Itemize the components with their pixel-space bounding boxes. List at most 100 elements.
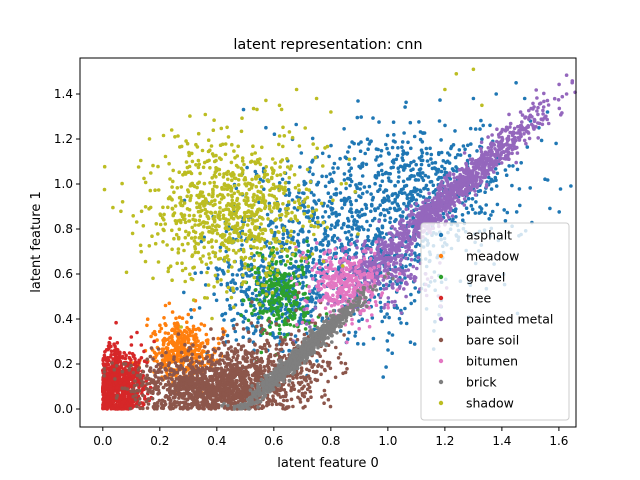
scatter-point	[127, 351, 132, 355]
scatter-point	[342, 172, 347, 176]
scatter-point	[378, 154, 383, 158]
scatter-point	[285, 322, 289, 327]
scatter-point	[400, 253, 405, 258]
scatter-point	[166, 337, 170, 342]
scatter-point	[378, 300, 383, 305]
scatter-point	[260, 289, 265, 293]
scatter-point	[360, 164, 365, 168]
scatter-point	[454, 215, 458, 219]
scatter-point	[432, 189, 437, 194]
scatter-point	[520, 120, 524, 124]
scatter-point	[386, 296, 391, 300]
scatter-point	[546, 121, 551, 126]
scatter-point	[167, 301, 172, 306]
scatter-point	[381, 252, 386, 256]
scatter-point	[416, 178, 421, 182]
scatter-point	[252, 308, 256, 313]
scatter-point	[354, 251, 359, 255]
scatter-point	[276, 312, 280, 317]
scatter-point	[536, 112, 540, 117]
scatter-point	[382, 213, 387, 218]
scatter-point	[348, 183, 352, 188]
scatter-point	[541, 112, 545, 116]
scatter-point	[313, 273, 318, 278]
scatter-point	[385, 312, 389, 316]
scatter-point	[545, 98, 550, 103]
scatter-point	[373, 261, 377, 266]
scatter-point	[321, 238, 325, 242]
scatter-point	[473, 189, 477, 193]
scatter-point	[357, 194, 361, 198]
scatter-point	[424, 146, 429, 151]
scatter-point	[419, 205, 424, 209]
scatter-point	[390, 333, 395, 337]
scatter-point	[448, 190, 453, 194]
scatter-point	[126, 402, 130, 407]
scatter-point	[174, 316, 178, 321]
scatter-point	[339, 242, 344, 247]
scatter-point	[400, 214, 405, 219]
scatter-point	[474, 181, 478, 186]
scatter-point	[343, 155, 348, 159]
scatter-point	[369, 202, 374, 207]
scatter-point	[289, 284, 293, 288]
scatter-point	[404, 100, 408, 105]
scatter-point	[260, 304, 265, 308]
scatter-point	[311, 291, 316, 295]
scatter-point	[305, 268, 309, 273]
scatter-point	[392, 133, 396, 137]
scatter-point	[464, 206, 469, 210]
scatter-point	[219, 282, 223, 287]
scatter-point	[410, 249, 414, 253]
scatter-point	[376, 173, 381, 177]
scatter-point	[377, 282, 381, 286]
scatter-point	[253, 312, 258, 317]
scatter-point	[421, 131, 426, 135]
scatter-point	[142, 402, 146, 407]
scatter-point	[412, 342, 417, 346]
scatter-point	[471, 96, 476, 101]
scatter-point	[353, 330, 358, 335]
scatter-point	[287, 295, 291, 300]
scatter-point	[274, 317, 279, 322]
scatter-point	[536, 136, 540, 140]
scatter-point	[478, 127, 482, 131]
scatter-point	[408, 276, 413, 281]
scatter-point	[267, 316, 271, 321]
scatter-point	[245, 273, 250, 278]
scatter-point	[290, 266, 294, 270]
scatter-point	[278, 327, 282, 332]
scatter-point	[445, 206, 449, 210]
scatter-point	[439, 175, 444, 180]
scatter-point	[264, 280, 269, 284]
scatter-point	[206, 338, 210, 342]
scatter-point	[277, 209, 282, 213]
scatter-point	[113, 403, 117, 408]
scatter-point	[440, 164, 444, 169]
scatter-point	[406, 140, 410, 145]
scatter-point	[323, 184, 328, 189]
scatter-point	[382, 196, 387, 201]
scatter-point	[398, 259, 403, 263]
scatter-point	[425, 159, 430, 163]
scatter-point	[397, 316, 402, 321]
scatter-point	[489, 213, 493, 217]
scatter-point	[145, 364, 149, 368]
scatter-point	[543, 177, 547, 181]
scatter-point	[493, 153, 497, 158]
scatter-point	[292, 311, 296, 316]
scatter-point	[291, 404, 295, 409]
scatter-point	[101, 398, 105, 402]
scatter-point	[445, 200, 449, 204]
scatter-point	[450, 197, 455, 202]
scatter-point	[355, 208, 359, 213]
scatter-point	[414, 198, 419, 202]
scatter-point	[396, 180, 401, 184]
scatter-point	[423, 173, 428, 178]
scatter-point	[236, 311, 240, 316]
scatter-point	[411, 167, 415, 171]
scatter-point	[118, 381, 123, 385]
scatter-point	[375, 234, 379, 239]
scatter-point	[441, 159, 446, 163]
scatter-point	[387, 179, 392, 183]
